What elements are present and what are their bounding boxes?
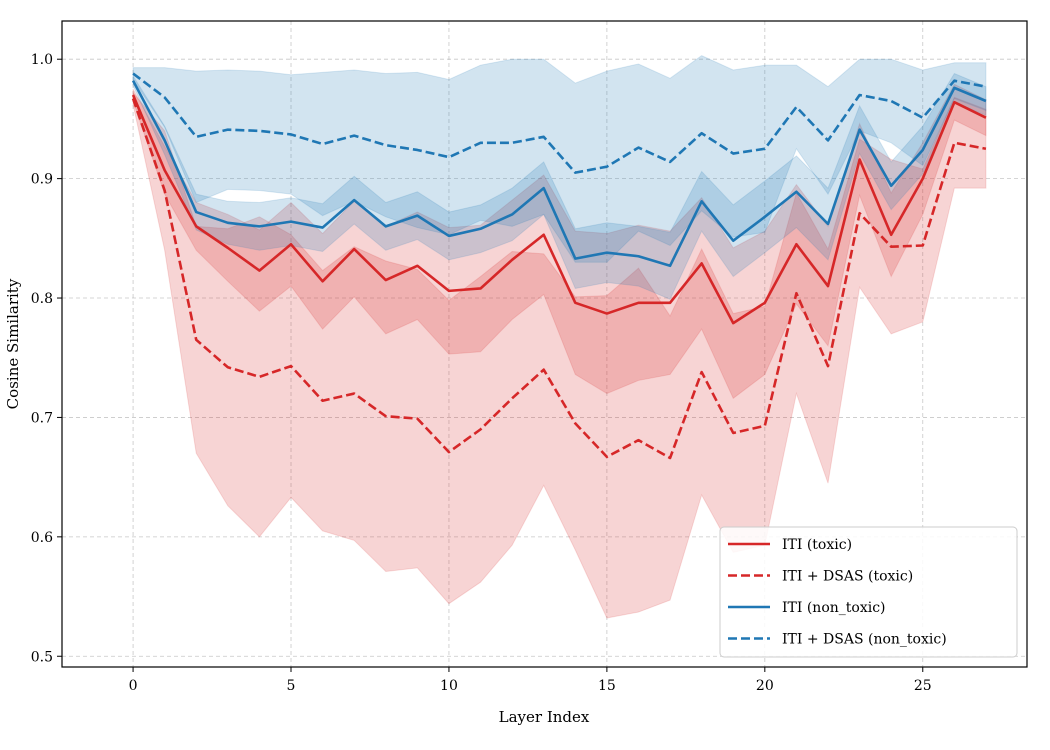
y-tick-label: 0.6 (31, 530, 53, 546)
std-band (132, 83, 987, 400)
y-tick-label: 0.8 (31, 291, 53, 307)
legend-label: ITI (non_toxic) (782, 600, 886, 616)
legend-box (719, 526, 1018, 658)
legend-label: ITI (toxic) (782, 537, 852, 553)
series-lines (131, 72, 987, 460)
x-tick-label: 15 (598, 678, 616, 694)
y-tick-label: 1.0 (31, 52, 53, 68)
x-tick-label: 25 (914, 678, 932, 694)
x-axis-label: Layer Index (499, 708, 590, 726)
y-axis-label: Cosine Similarity (4, 278, 22, 409)
grid (62, 21, 1027, 667)
x-tick-label: 20 (756, 678, 774, 694)
axis-ticks: 0 5 10 15 20 25 0.5 0.6 0.7 0.8 0.9 1.0 (31, 52, 932, 694)
y-tick-label: 0.9 (31, 172, 53, 188)
series-line (131, 98, 987, 460)
legend: ITI (toxic) ITI + DSAS (toxic) ITI (non_to… (719, 526, 1018, 658)
series-line (132, 72, 987, 174)
x-tick-label: 5 (287, 678, 296, 694)
series-line (131, 94, 987, 325)
x-tick-label: 10 (440, 678, 458, 694)
legend-label: ITI + DSAS (non_toxic) (782, 632, 947, 648)
plot-frame (61, 20, 1028, 668)
y-tick-label: 0.5 (31, 649, 53, 665)
legend-label: ITI + DSAS (toxic) (782, 569, 913, 585)
x-tick-label: 0 (129, 678, 138, 694)
series-line (131, 80, 987, 268)
std-band (132, 72, 987, 300)
y-tick-label: 0.7 (31, 410, 53, 426)
std-band (132, 91, 987, 619)
